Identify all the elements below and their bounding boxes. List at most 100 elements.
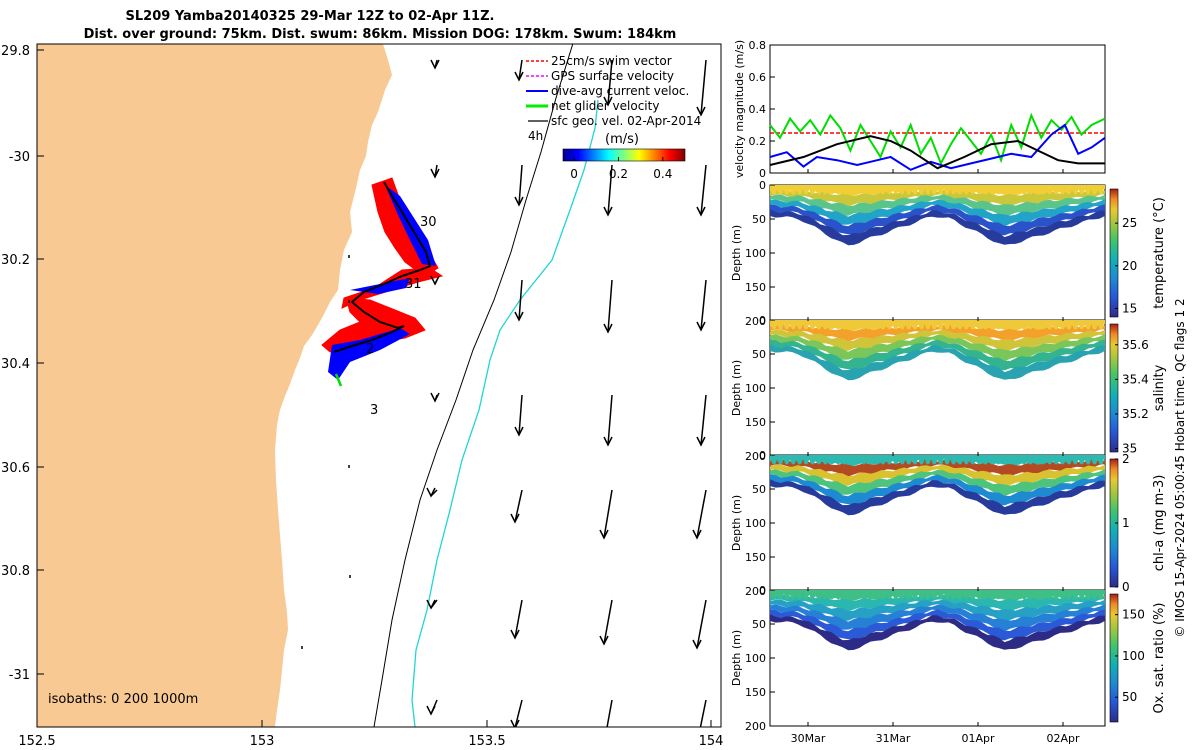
surface-marker <box>790 185 796 195</box>
map-xtick-label: 154 <box>699 734 724 749</box>
colorbar-tick-label: 20 <box>1122 259 1137 273</box>
surface-marker <box>1027 320 1034 330</box>
surface-marker <box>835 185 841 195</box>
map-ytick-label: -31 <box>9 668 30 683</box>
surface-marker <box>957 455 963 465</box>
surface-marker <box>963 320 969 330</box>
surface-marker <box>816 455 822 465</box>
surface-marker <box>771 320 777 330</box>
surface-marker <box>854 590 860 600</box>
surface-marker <box>1072 185 1078 195</box>
surface-marker <box>912 590 918 600</box>
surface-marker <box>1059 455 1066 465</box>
colorbar-tick-label: 0 <box>1122 580 1130 594</box>
map-panel: 152.5 153 153.5 154 29.8-3030.230.430.630.8… <box>1 43 724 749</box>
surface-marker <box>816 590 822 600</box>
geo-arrow <box>696 164 707 217</box>
surface-marker <box>867 320 873 330</box>
surface-marker <box>1015 455 1021 465</box>
surface-marker <box>1047 320 1053 330</box>
day-label-31: 31 <box>405 277 422 292</box>
surface-marker <box>1079 590 1085 600</box>
surface-marker <box>931 590 937 600</box>
surface-marker <box>1085 590 1091 600</box>
surface-marker <box>918 455 925 465</box>
colorbar-tick-label: 35.4 <box>1122 372 1149 386</box>
surface-marker <box>944 185 950 195</box>
surface-marker <box>1034 590 1040 600</box>
geo-arrow <box>430 392 440 403</box>
surface-marker <box>893 320 899 330</box>
legend-item-swim: 25cm/s swim vector <box>526 54 672 68</box>
surface-marker <box>912 185 918 195</box>
section-layer <box>770 185 1105 197</box>
section-layer <box>770 334 1105 362</box>
time-tick-label: 01Apr <box>961 732 995 745</box>
surface-marker <box>867 590 873 600</box>
velocity-series-net-glider-velocity <box>769 112 1106 166</box>
surface-marker <box>1027 590 1034 600</box>
velocity-frame <box>769 44 1106 174</box>
surface-marker <box>1091 320 1098 330</box>
surface-marker <box>829 185 835 195</box>
surface-marker <box>848 320 854 330</box>
colorbar-label: temperature (°C) <box>1152 197 1167 309</box>
surface-marker <box>1008 455 1014 465</box>
surface-marker <box>938 590 944 600</box>
svg-text:GPS surface velocity: GPS surface velocity <box>551 69 674 83</box>
surface-marker <box>1059 185 1066 195</box>
surface-marker <box>995 590 1002 600</box>
glider-track <box>333 181 432 353</box>
surface-marker <box>1040 590 1046 600</box>
depth-tick-label: 0 <box>759 314 766 327</box>
surface-marker <box>899 590 905 600</box>
map-ytick-label: 30.8 <box>1 564 30 579</box>
surface-marker <box>950 590 957 600</box>
geo-arrow <box>599 599 613 646</box>
surface-marker <box>784 590 790 600</box>
geo-arrow <box>514 164 524 207</box>
surface-marker <box>809 185 816 195</box>
surface-marker <box>797 320 803 330</box>
depth-tick-label: 0 <box>759 179 766 192</box>
surface-marker <box>893 455 899 465</box>
surface-marker <box>989 590 995 600</box>
surface-marker <box>944 455 950 465</box>
surface-marker <box>925 590 931 600</box>
time-axis-ticks: 30Mar 31Mar 01Apr 02Apr <box>791 169 1080 745</box>
surface-marker <box>963 455 969 465</box>
surface-marker <box>777 590 784 600</box>
section-colorbar <box>1109 323 1119 453</box>
colorbar-unit: (m/s) <box>605 132 639 147</box>
surface-marker <box>816 320 822 330</box>
geo-arrow <box>606 699 613 727</box>
colorbar-tick-label: 1 <box>1122 516 1130 530</box>
surface-marker <box>989 455 995 465</box>
surface-marker <box>976 455 982 465</box>
surface-marker <box>822 185 828 195</box>
section-layer <box>770 339 1105 371</box>
surface-marker <box>1040 320 1046 330</box>
surface-marker <box>886 320 893 330</box>
surface-marker <box>835 590 841 600</box>
colorbar-tick-label: 35 <box>1122 442 1137 456</box>
section-layer <box>770 204 1105 236</box>
surface-marker <box>982 590 989 600</box>
section-layer <box>770 455 1105 467</box>
surface-marker <box>797 455 803 465</box>
day-label-2: 2 <box>366 342 374 357</box>
surface-marker <box>1002 455 1008 465</box>
surface-marker <box>777 320 784 330</box>
surface-marker <box>944 320 950 330</box>
surface-marker <box>989 185 995 195</box>
geo-arrow <box>603 394 613 447</box>
surface-marker <box>784 185 790 195</box>
surface-marker <box>1053 455 1059 465</box>
surface-marker <box>1085 320 1091 330</box>
surface-marker <box>906 455 912 465</box>
velocity-y-ticks: 0 0.2 0.4 0.6 0.8 <box>749 39 775 180</box>
surface-marker <box>835 455 841 465</box>
surface-marker <box>822 320 828 330</box>
geo-arrow <box>514 279 524 322</box>
map-ytick-label: 30.2 <box>1 253 30 268</box>
